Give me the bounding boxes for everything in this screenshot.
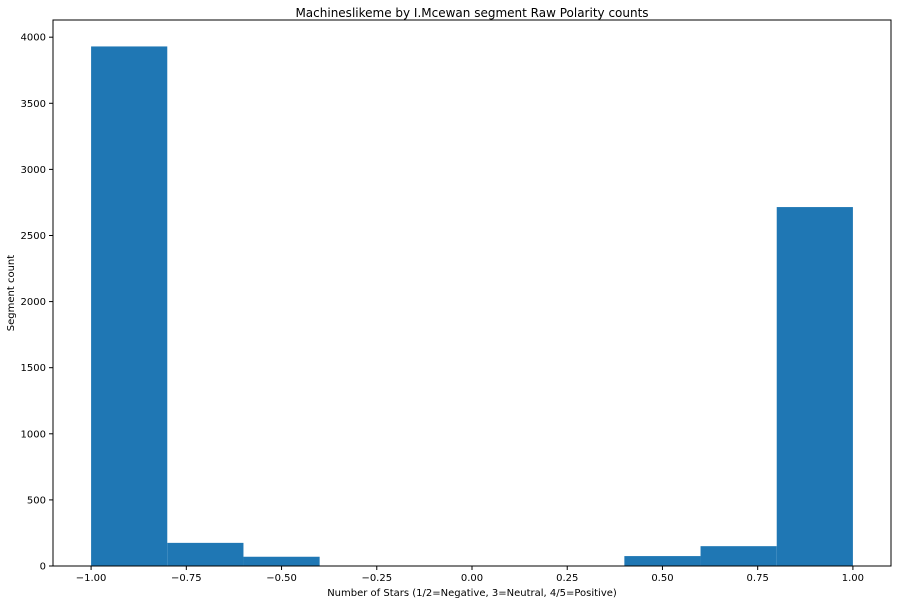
histogram-bar-7 bbox=[624, 556, 701, 566]
y-tick-label: 3000 bbox=[21, 165, 46, 176]
histogram-bar-8 bbox=[700, 546, 777, 566]
y-axis-label: Segment count bbox=[6, 255, 17, 331]
histogram-bar-2 bbox=[243, 556, 320, 566]
plot-frame bbox=[52, 19, 892, 567]
x-axis-ticks: −1.00 −0.75 −0.50 −0.25 0.00 0.25 0.50 0.75 1.00 bbox=[76, 566, 864, 584]
y-tick-label: 1500 bbox=[21, 363, 46, 374]
x-tick-label: −1.00 bbox=[76, 573, 107, 584]
x-tick-label: 0.50 bbox=[651, 573, 673, 584]
x-tick-label: −0.25 bbox=[361, 573, 392, 584]
x-tick-label: 0.25 bbox=[556, 573, 578, 584]
y-tick-label: 500 bbox=[27, 495, 46, 506]
x-tick-label: 0.00 bbox=[461, 573, 483, 584]
y-tick-label: 1000 bbox=[21, 429, 46, 440]
x-axis-label: Number of Stars (1/2=Negative, 3=Neutral… bbox=[327, 588, 617, 599]
y-axis-ticks: 0 500 1000 1500 2000 2500 3000 3500 4000 bbox=[21, 33, 53, 573]
y-tick-label: 2500 bbox=[21, 231, 46, 242]
x-tick-label: 0.75 bbox=[747, 573, 769, 584]
y-tick-label: 0 bbox=[40, 562, 46, 573]
y-tick-label: 4000 bbox=[21, 33, 46, 44]
x-tick-label: −0.50 bbox=[266, 573, 297, 584]
x-tick-label: −0.75 bbox=[171, 573, 202, 584]
x-tick-label: 1.00 bbox=[842, 573, 864, 584]
histogram-bar-9 bbox=[776, 207, 853, 566]
chart-title: Machineslikeme by I.Mcewan segment Raw P… bbox=[295, 6, 648, 20]
histogram-bar-0 bbox=[91, 46, 168, 567]
histogram-bar-1 bbox=[167, 542, 244, 566]
y-tick-label: 3500 bbox=[21, 99, 46, 110]
y-tick-label: 2000 bbox=[21, 297, 46, 308]
bars-group bbox=[91, 46, 853, 567]
